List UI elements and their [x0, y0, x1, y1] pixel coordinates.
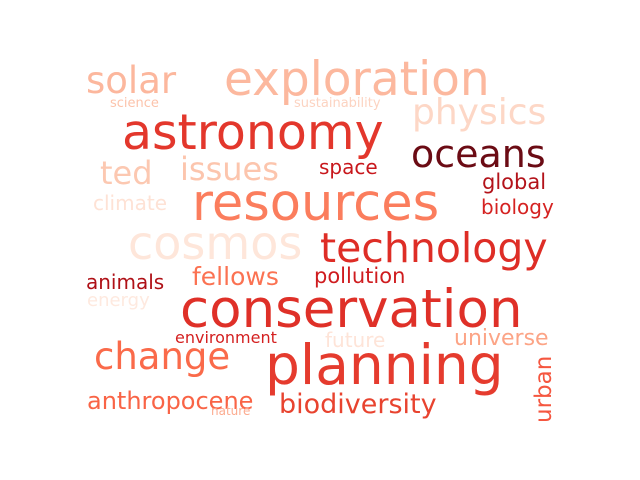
word-environment: environment	[175, 328, 277, 347]
word-change: change	[94, 335, 231, 378]
word-sustainability: sustainability	[294, 96, 381, 111]
word-anthropocene: anthropocene	[87, 387, 254, 415]
word-universe: universe	[454, 326, 549, 351]
word-planning: planning	[265, 333, 504, 397]
word-oceans: oceans	[411, 132, 546, 176]
word-animals: animals	[86, 270, 165, 294]
word-technology: technology	[320, 224, 548, 272]
word-future: future	[325, 328, 386, 352]
word-global: global	[482, 170, 547, 194]
word-fellows: fellows	[192, 262, 279, 291]
word-urban: urban	[531, 355, 557, 423]
word-nature: nature	[211, 404, 251, 418]
word-astronomy: astronomy	[122, 104, 384, 161]
word-conservation: conservation	[180, 279, 523, 340]
word-space: space	[319, 155, 378, 179]
word-exploration: exploration	[224, 52, 490, 107]
word-biodiversity: biodiversity	[279, 389, 437, 420]
word-ted: ted	[100, 154, 153, 192]
word-science: science	[110, 96, 159, 111]
word-climate: climate	[93, 191, 167, 215]
word-physics: physics	[412, 92, 547, 133]
word-issues: issues	[180, 150, 279, 188]
word-energy: energy	[87, 290, 150, 311]
word-resources: resources	[192, 174, 440, 233]
word-pollution: pollution	[314, 264, 406, 288]
word-cosmos: cosmos	[128, 216, 303, 270]
word-biology: biology	[481, 195, 554, 219]
word-solar: solar	[86, 59, 177, 102]
